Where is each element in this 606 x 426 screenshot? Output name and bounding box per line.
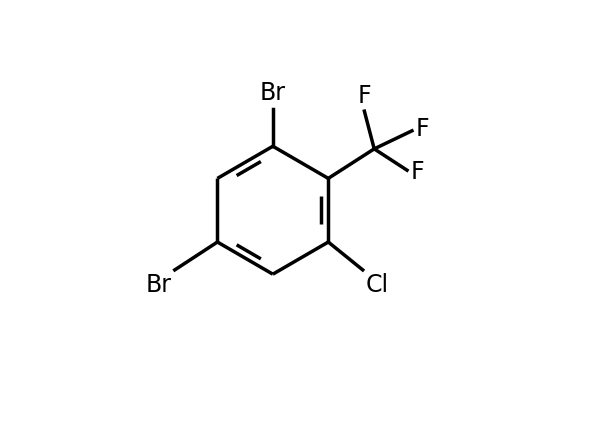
Text: Br: Br xyxy=(260,81,286,105)
Text: F: F xyxy=(358,84,371,108)
Text: Cl: Cl xyxy=(366,273,389,297)
Text: F: F xyxy=(415,117,429,141)
Text: F: F xyxy=(410,160,424,184)
Text: Br: Br xyxy=(145,273,171,297)
